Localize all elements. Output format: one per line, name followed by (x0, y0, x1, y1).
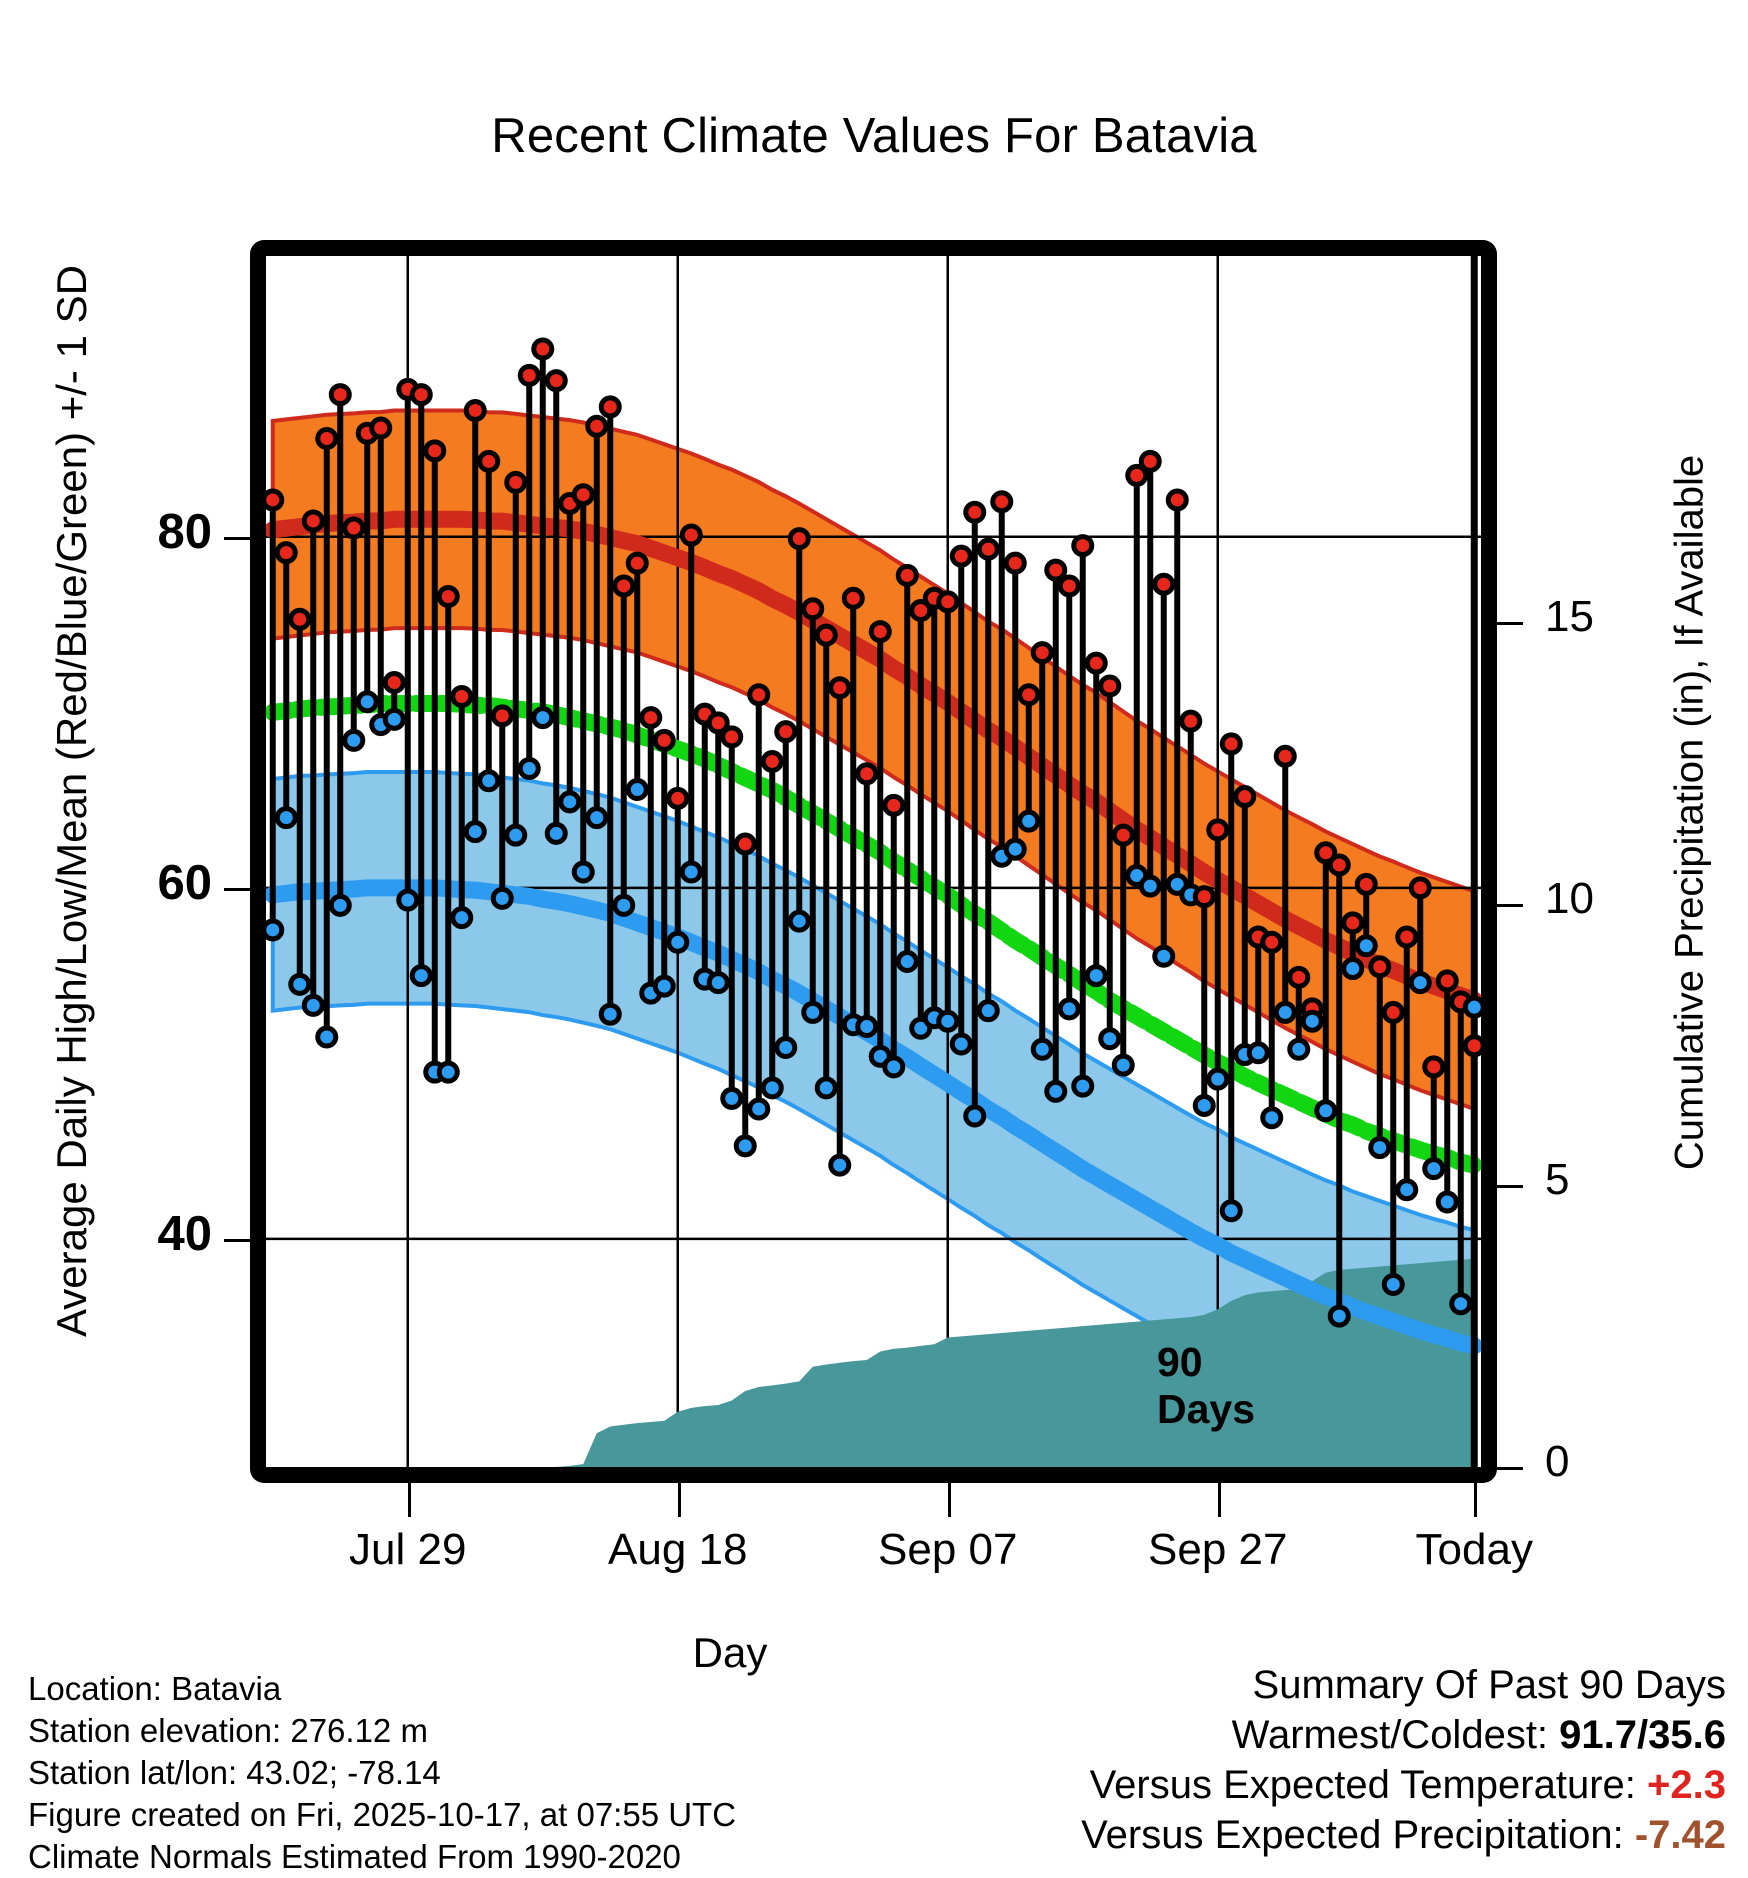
plot-area (266, 256, 1481, 1467)
ninety-days-line2: Days (1157, 1386, 1256, 1432)
x-tickmark-1 (677, 1483, 681, 1517)
ninety-days-line1: 90 (1157, 1339, 1203, 1385)
ninety-days-annotation: 90 Days (1157, 1339, 1255, 1433)
y-tick-left-40: 40 (157, 1206, 212, 1261)
meta-elevation: Station elevation: 276.12 m (28, 1712, 428, 1749)
y-tick-right-0: 0 (1545, 1437, 1570, 1486)
y-tick-left-60: 60 (157, 855, 212, 910)
x-tickmark-3 (1217, 1483, 1221, 1517)
plot-frame (250, 240, 1497, 1483)
y-tickmark-right-10 (1497, 903, 1523, 907)
y-tick-right-5: 5 (1545, 1155, 1570, 1205)
x-tick-sep-07: Sep 07 (878, 1525, 1018, 1574)
y-tick-left-80: 80 (157, 504, 212, 559)
x-axis-label: Day (692, 1629, 768, 1676)
y-tickmark-left-80 (224, 536, 250, 540)
x-tickmark-0 (407, 1483, 411, 1517)
y-tick-right-15: 15 (1545, 592, 1594, 642)
summary-vs-temp: Versus Expected Temperature: +2.3 (1081, 1760, 1726, 1810)
vs-precip-label: Versus Expected Precipitation: (1081, 1813, 1624, 1857)
y-axis-right-label: Cumulative Precipitation (in), If Availa… (1667, 454, 1712, 1171)
page-title: Recent Climate Values For Batavia (491, 109, 1257, 163)
y-tickmark-left-40 (224, 1238, 250, 1242)
vs-temp-value: +2.3 (1647, 1763, 1726, 1807)
summary-panel: Summary Of Past 90 Days Warmest/Coldest:… (1081, 1660, 1726, 1860)
x-tick-jul-29: Jul 29 (349, 1525, 467, 1574)
x-tickmark-2 (947, 1483, 951, 1517)
summary-heading: Summary Of Past 90 Days (1252, 1663, 1726, 1707)
climate-chart-svg (266, 256, 1481, 1467)
summary-warmest-coldest: Warmest/Coldest: 91.7/35.6 (1081, 1710, 1726, 1760)
meta-latlon: Station lat/lon: 43.02; -78.14 (28, 1754, 441, 1791)
station-metadata: Location: Batavia Station elevation: 276… (28, 1668, 736, 1878)
warmest-coldest-value: 91.7/35.6 (1559, 1713, 1726, 1757)
x-tick-today: Today (1415, 1525, 1533, 1574)
y-tickmark-right-5 (1497, 1185, 1523, 1189)
x-tick-aug-18: Aug 18 (608, 1525, 748, 1574)
y-tickmark-right-15 (1497, 622, 1523, 626)
vs-temp-label: Versus Expected Temperature: (1089, 1763, 1636, 1807)
x-tick-sep-27: Sep 27 (1148, 1525, 1288, 1574)
y-tickmark-right-0 (1497, 1467, 1523, 1470)
meta-created: Figure created on Fri, 2025-10-17, at 07… (28, 1796, 737, 1833)
y-tick-right-10: 10 (1545, 873, 1594, 923)
x-tickmark-4 (1474, 1483, 1478, 1517)
meta-location: Location: Batavia (28, 1670, 282, 1707)
vs-precip-value: -7.42 (1634, 1813, 1726, 1857)
meta-normals: Climate Normals Estimated From 1990-2020 (28, 1838, 681, 1875)
summary-vs-precip: Versus Expected Precipitation: -7.42 (1081, 1810, 1726, 1860)
warmest-coldest-label: Warmest/Coldest: (1231, 1713, 1549, 1757)
y-tickmark-left-60 (224, 887, 250, 891)
